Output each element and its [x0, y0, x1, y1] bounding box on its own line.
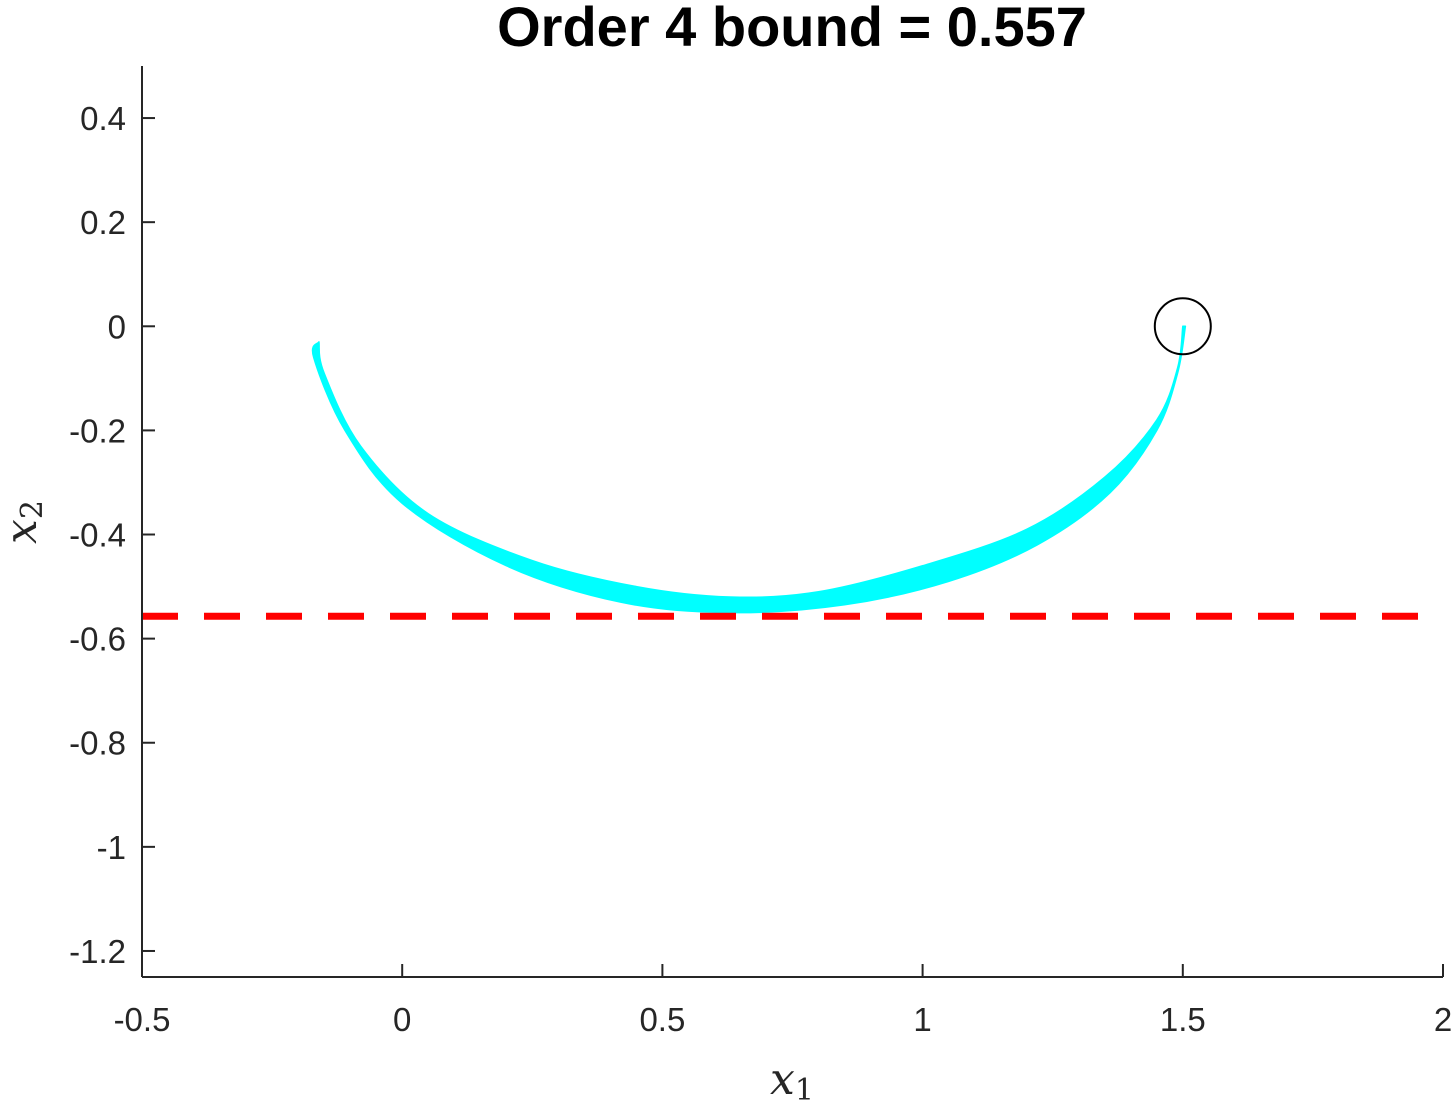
x-axis-label: x1: [770, 1054, 814, 1102]
x-tick-label: 1.5: [1160, 1001, 1206, 1038]
x-tick-label: 2: [1434, 1001, 1452, 1038]
plot-area: [142, 297, 1443, 620]
y-tick-label: -1.2: [69, 933, 126, 970]
y-tick-label: -0.8: [69, 725, 126, 762]
axes: -0.5 0 0.5 1 1.5 2 0.4 0.2 0 -0.2 -0.4 -0.6 -0.8 -1 -1…: [69, 66, 1452, 1038]
x-axis-label-var: x: [770, 1054, 795, 1102]
y-axis-label-sub: 2: [15, 500, 50, 519]
x-axis-label-sub: 1: [795, 1073, 814, 1102]
y-tick-label: 0.2: [80, 204, 126, 241]
y-axis-label: x2: [0, 500, 50, 544]
y-tick-label: -0.2: [69, 412, 126, 449]
x-tick-label: 0.5: [639, 1001, 685, 1038]
initial-point-marker: [1153, 297, 1212, 356]
y-tick-label: -1: [97, 829, 126, 866]
x-tick-label: 1: [913, 1001, 931, 1038]
chart-title: Order 4 bound = 0.557: [497, 0, 1087, 58]
y-axis-label-var: x: [0, 519, 47, 544]
x-tick-label: -0.5: [114, 1001, 171, 1038]
y-tick-label: -0.6: [69, 621, 126, 658]
trajectory-band: [311, 325, 1187, 614]
y-tick-label: -0.4: [69, 517, 126, 554]
x-tick-label: 0: [393, 1001, 411, 1038]
y-tick-label: 0.4: [80, 100, 126, 137]
y-tick-label: 0: [108, 308, 126, 345]
